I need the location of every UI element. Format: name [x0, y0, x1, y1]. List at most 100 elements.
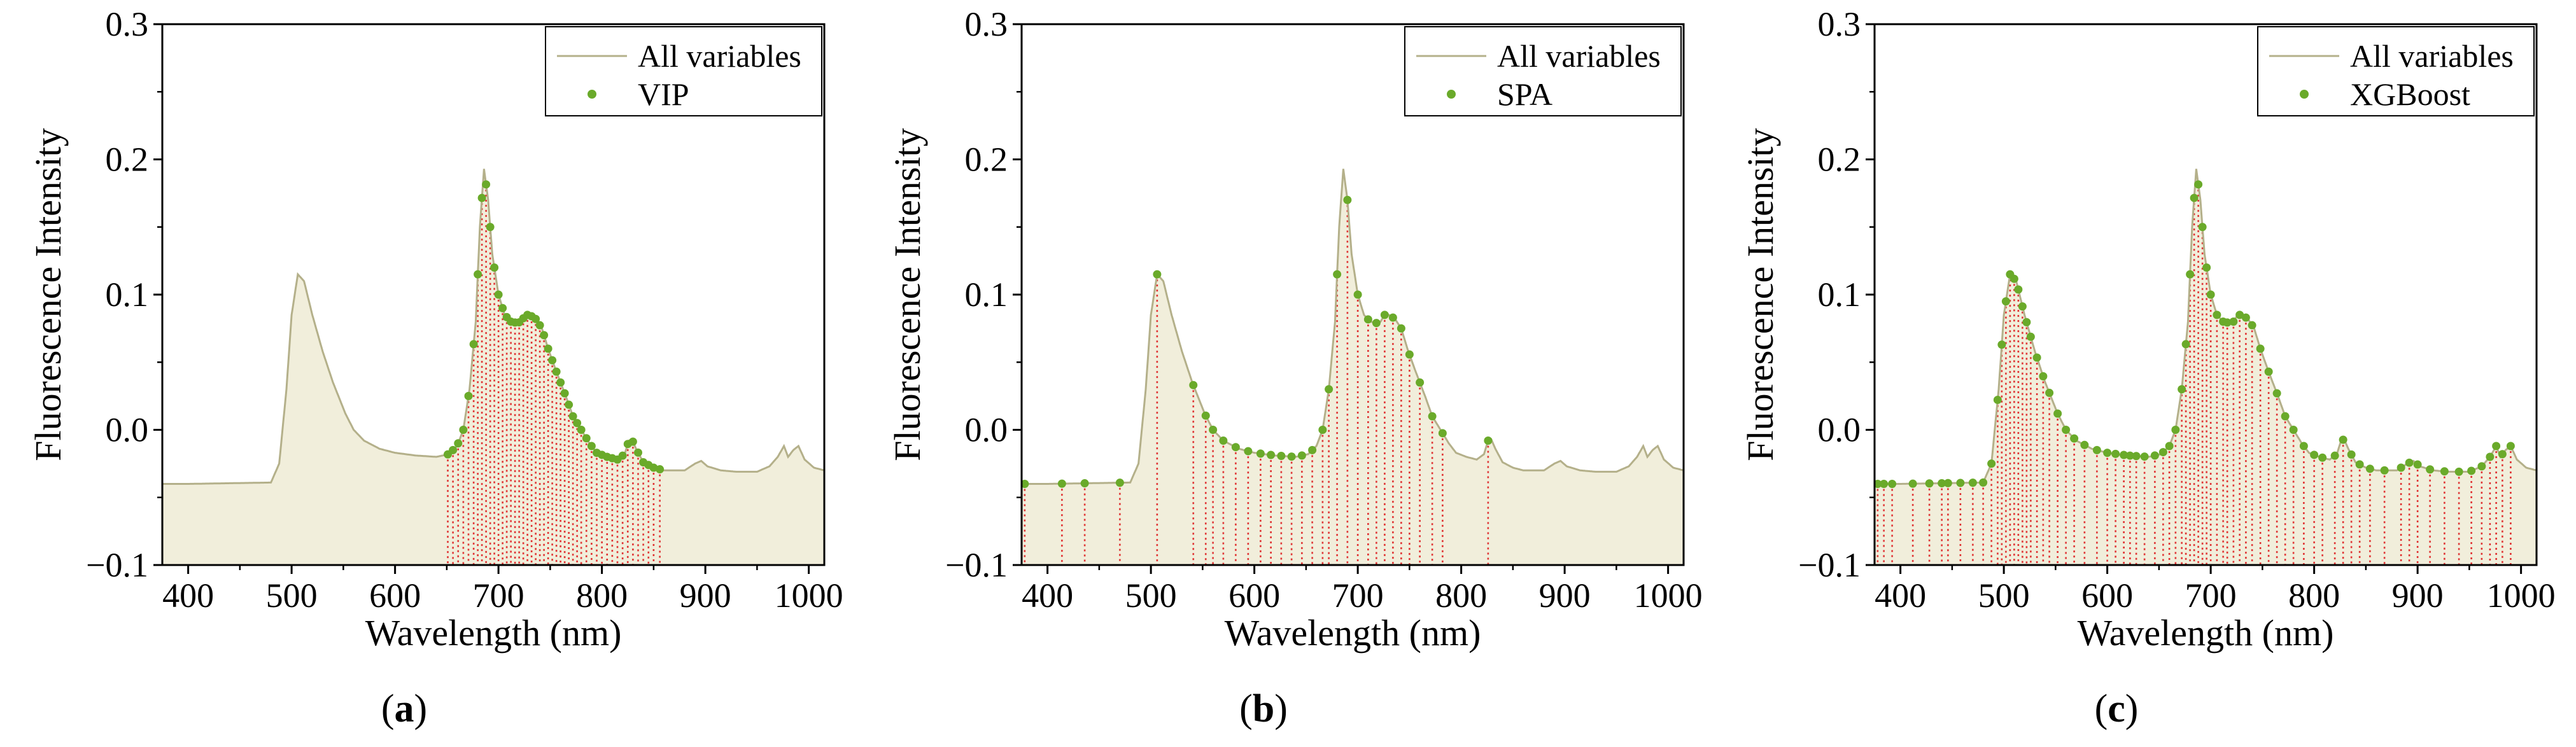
selected-point-0 [1022, 480, 1029, 488]
selected-point-44 [2202, 263, 2211, 272]
selected-point-74 [2477, 462, 2486, 471]
y-tick-label: −0.1 [1798, 546, 1861, 584]
x-tick-label: 900 [1539, 576, 1591, 615]
selected-point-60 [2318, 453, 2327, 462]
selected-point-15 [2009, 274, 2018, 283]
legend-label-method: XGBoost [2350, 76, 2470, 112]
x-axis-title: Wavelength (nm) [1225, 612, 1481, 653]
x-tick-label: 500 [1125, 576, 1177, 615]
selected-point-39 [2181, 340, 2190, 349]
selected-point-64 [2355, 460, 2364, 469]
selected-point-11 [1993, 395, 2002, 404]
selected-point-16 [1308, 445, 1317, 454]
legend-marker-swatch [588, 90, 596, 99]
x-tick-label: 700 [473, 576, 524, 615]
selected-point-4 [464, 391, 473, 400]
y-tick-label: 0.1 [1818, 276, 1861, 314]
x-tick-label: 400 [1875, 576, 1926, 615]
x-tick-label: 500 [266, 576, 318, 615]
panel-b: 400 500 600 700 800 900 1000 −0.1 0.0 0.1 0.2 0.3 Wa… [887, 5, 1703, 730]
selected-point-24 [2062, 426, 2071, 434]
selected-point-32 [2132, 452, 2141, 461]
selected-point-41 [628, 437, 637, 446]
panel-caption-letter: b [1253, 687, 1274, 730]
legend-box [2257, 26, 2535, 116]
selected-point-8 [482, 180, 491, 189]
selected-point-15 [1297, 451, 1306, 460]
y-tick-label: 0.1 [965, 276, 1008, 314]
plot-area [162, 169, 824, 565]
selected-point-6 [1201, 411, 1210, 420]
selected-point-19 [1333, 270, 1342, 279]
selected-point-4 [1925, 479, 1934, 488]
selected-point-46 [656, 465, 665, 474]
selected-point-72 [2454, 467, 2463, 476]
x-axis-title: Wavelength (nm) [365, 612, 622, 653]
selected-point-26 [556, 378, 565, 387]
legend-marker-swatch [1447, 90, 1456, 99]
selected-point-30 [573, 419, 582, 428]
selected-point-12 [1267, 450, 1276, 459]
y-tick-label: 0.2 [1818, 141, 1861, 179]
y-tick-label: 0.0 [965, 411, 1008, 449]
selected-point-32 [582, 434, 591, 443]
selected-point-7 [1209, 426, 1218, 434]
selected-point-29 [568, 412, 577, 421]
y-tick-label: −0.1 [945, 546, 1008, 584]
selected-point-71 [2440, 467, 2449, 476]
selected-point-55 [2272, 389, 2281, 398]
selected-point-22 [2045, 388, 2054, 397]
selected-point-8 [1219, 436, 1228, 445]
selected-point-22 [540, 331, 549, 340]
spectrum-fill [1022, 169, 1684, 565]
selected-point-28 [1416, 378, 1425, 387]
selected-point-31 [1484, 436, 1493, 445]
y-tick-label: 0.1 [106, 276, 149, 314]
legend-label-method: SPA [1497, 76, 1552, 112]
selected-point-54 [2264, 367, 2273, 376]
selected-point-20 [1343, 195, 1352, 204]
selected-point-21 [1353, 290, 1362, 299]
selected-point-67 [2397, 463, 2405, 472]
selected-point-7 [477, 193, 486, 202]
selected-point-78 [2506, 442, 2515, 450]
selected-point-50 [2235, 311, 2244, 319]
selected-point-31 [2125, 451, 2134, 460]
selected-point-37 [2171, 426, 2180, 434]
selected-point-7 [1956, 478, 1965, 487]
selected-point-28 [565, 400, 574, 409]
y-axis-title: Fluorescence Intensity [27, 128, 69, 461]
selected-point-25 [552, 367, 561, 376]
selected-point-23 [544, 344, 553, 353]
selected-point-57 [2289, 426, 2298, 434]
spectrum-fill [1875, 169, 2537, 565]
x-tick-label: 900 [680, 576, 731, 615]
selected-point-18 [1325, 385, 1334, 394]
selected-point-16 [2014, 285, 2023, 294]
selected-point-35 [2158, 448, 2167, 457]
selected-point-10 [490, 263, 499, 272]
selected-point-36 [2165, 442, 2174, 450]
selected-point-3 [1908, 479, 1917, 488]
selected-point-76 [2492, 442, 2501, 450]
selected-point-26 [2080, 440, 2089, 449]
x-tick-label: 1000 [2487, 576, 2556, 615]
selected-point-75 [2486, 452, 2495, 461]
selected-point-13 [1277, 452, 1286, 461]
selected-point-1 [1880, 480, 1889, 488]
x-tick-label: 700 [2185, 576, 2237, 615]
y-axis-title: Fluorescence Intensity [1740, 128, 1781, 461]
spectrum-fill [162, 169, 824, 565]
x-tick-label: 800 [576, 576, 628, 615]
selected-point-6 [1943, 478, 1952, 487]
selected-point-12 [498, 304, 507, 312]
y-tick-label: 0.3 [106, 5, 149, 43]
selected-point-29 [1428, 412, 1437, 421]
selected-point-34 [2150, 451, 2159, 460]
selected-point-33 [587, 442, 596, 450]
selected-point-42 [2194, 180, 2203, 189]
y-tick-label: −0.1 [86, 546, 148, 584]
legend-marker-swatch [2300, 90, 2309, 99]
